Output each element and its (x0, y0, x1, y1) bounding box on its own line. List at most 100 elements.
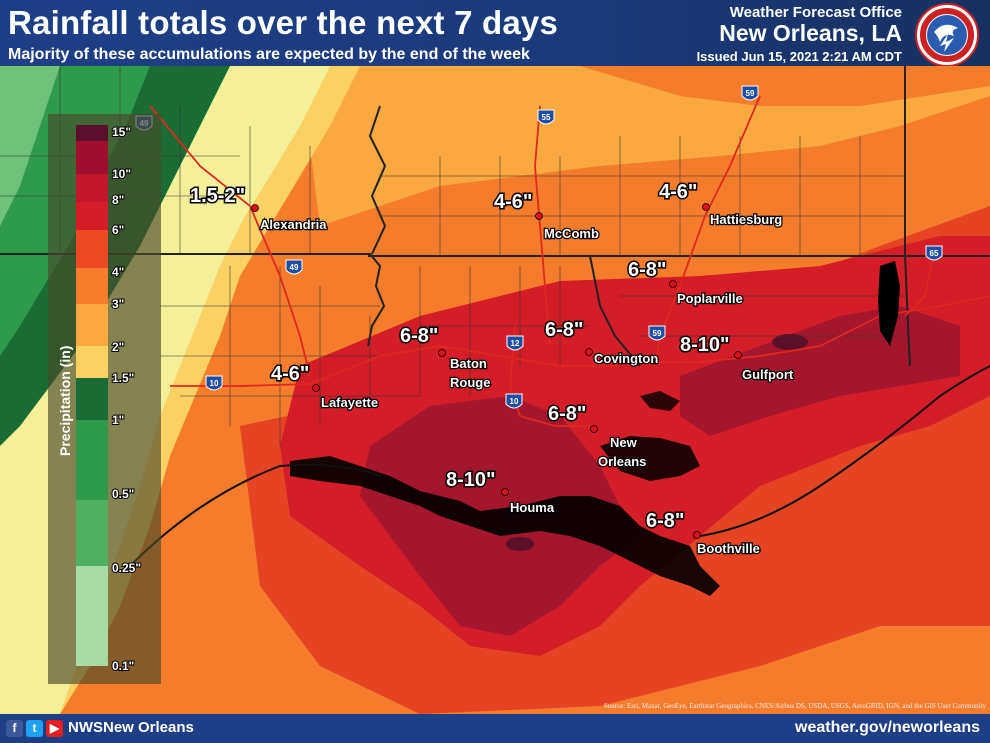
i49-south-shield: 49 (285, 259, 303, 275)
i65-shield: 65 (925, 245, 943, 261)
legend-tick: 10" (112, 167, 131, 181)
city-dot-boothville (693, 531, 701, 539)
legend-swatch-0-25 (76, 566, 108, 666)
interstate-lines (149, 95, 990, 427)
nws-logo-icon (915, 3, 979, 67)
city-label-hattiesburg: Hattiesburg (710, 212, 782, 227)
city-dot-hattiesburg (702, 203, 710, 211)
social-handle[interactable]: NWSNew Orleans (68, 719, 194, 736)
city-dot-baton-rouge (438, 349, 446, 357)
state-border-la-ar (0, 253, 386, 347)
coast-outline (129, 365, 990, 567)
footer-bar: f t ▶ NWSNew Orleans weather.gov/neworle… (0, 714, 990, 743)
facebook-icon[interactable]: f (6, 720, 23, 737)
band-15in (772, 334, 808, 350)
legend-swatch-7 (76, 202, 108, 230)
legend-swatch-15 (76, 125, 108, 141)
map-canvas: 49 55 59 65 49 12 59 10 10 Precipitatio (0, 66, 990, 714)
legend-swatch-4 (76, 268, 108, 304)
legend-tick: 0.5" (112, 487, 134, 501)
i12-shield: 12 (506, 335, 524, 351)
amount-label-poplarville: 6-8" (628, 259, 666, 281)
legend-tick: 8" (112, 193, 124, 207)
svg-text:59: 59 (746, 89, 755, 98)
legend-tick: 4" (112, 265, 124, 279)
legend-swatch-0-5 (76, 500, 108, 566)
legend-swatch-3 (76, 304, 108, 346)
city-dot-gulfport (734, 351, 742, 359)
amount-label-covington: 6-8" (545, 319, 583, 341)
legend-title: Precipitation (in) (57, 346, 73, 456)
legend-tick: 15" (112, 125, 131, 139)
city-label-poplarville: Poplarville (677, 291, 743, 306)
city-label-covington: Covington (594, 351, 658, 366)
city-dot-poplarville (669, 280, 677, 288)
city-label-lafayette: Lafayette (321, 395, 378, 410)
legend-swatch-2 (76, 346, 108, 378)
mississippi-river (368, 105, 387, 255)
i55-shield: 55 (537, 109, 555, 125)
svg-text:12: 12 (511, 339, 520, 348)
i10-west-shield: 10 (205, 375, 223, 391)
amount-label-gulfport: 8-10" (680, 334, 730, 356)
amount-label-hattiesburg: 4-6" (659, 181, 697, 203)
coastline-marsh (290, 261, 900, 596)
svg-text:59: 59 (653, 329, 662, 338)
legend: Precipitation (in) 15" 10" 8" 6" 4" 3" 2… (48, 114, 161, 684)
city-dot-new-orleans (590, 425, 598, 433)
legend-swatch-10 (76, 141, 108, 174)
amount-label-lafayette: 4-6" (271, 363, 309, 385)
svg-text:49: 49 (290, 263, 299, 272)
city-label-rouge: Rouge (450, 375, 490, 390)
svg-text:65: 65 (930, 249, 939, 258)
office-city: New Orleans, LA (719, 20, 902, 46)
city-label-new: New (610, 435, 638, 450)
city-dot-lafayette (312, 384, 320, 392)
website-link[interactable]: weather.gov/neworleans (795, 719, 980, 736)
i59-south-shield: 59 (648, 325, 666, 341)
page-subtitle: Majority of these accumulations are expe… (8, 46, 530, 63)
legend-swatch-1 (76, 420, 108, 500)
city-dots (251, 203, 742, 539)
city-label-alexandria: Alexandria (260, 217, 327, 232)
map-source-credit: Source: Esri, Maxar, GeoEye, Earthstar G… (603, 702, 986, 710)
pearl-river-border (589, 255, 641, 367)
amount-label-baton-rouge: 6-8" (400, 325, 438, 347)
youtube-icon[interactable]: ▶ (46, 720, 63, 737)
office-label: Weather Forecast Office (729, 4, 902, 21)
city-dot-mccomb (535, 212, 543, 220)
city-label-orleans: Orleans (598, 454, 646, 469)
band-0-25in (0, 66, 60, 226)
legend-tick: 1.5" (112, 371, 134, 385)
city-label-baton: Baton (450, 356, 487, 371)
city-dot-alexandria (251, 204, 259, 212)
i10-east-shield: 10 (505, 393, 523, 409)
band-15in-b (506, 537, 534, 551)
state-border-ms-al (904, 66, 911, 367)
page-title: Rainfall totals over the next 7 days (8, 4, 559, 41)
legend-tick: 0.25" (112, 561, 141, 575)
city-label-boothville: Boothville (697, 541, 760, 556)
social-icons: f t ▶ (6, 720, 63, 737)
band-4in-north (580, 66, 990, 106)
rainfall-map: 49 55 59 65 49 12 59 10 10 Precipitatio (0, 66, 990, 714)
amount-label-boothville: 6-8" (646, 510, 684, 532)
legend-tick: 0.1" (112, 659, 134, 673)
amount-label-mccomb: 4-6" (494, 191, 532, 213)
city-dot-covington (585, 348, 593, 356)
svg-text:10: 10 (210, 379, 219, 388)
legend-swatch-1-5 (76, 378, 108, 420)
header-bar: Rainfall totals over the next 7 days Maj… (0, 0, 990, 67)
city-dot-houma (501, 488, 509, 496)
legend-tick: 6" (112, 223, 124, 237)
legend-tick: 1" (112, 413, 124, 427)
city-label-mccomb: McComb (544, 226, 599, 241)
issued-time: Issued Jun 15, 2021 2:21 AM CDT (696, 49, 902, 64)
legend-swatch-6 (76, 230, 108, 268)
amount-label-alexandria: 1.5-2" (190, 185, 245, 207)
i59-north-shield: 59 (741, 85, 759, 101)
legend-tick: 2" (112, 340, 124, 354)
svg-text:10: 10 (510, 397, 519, 406)
twitter-icon[interactable]: t (26, 720, 43, 737)
legend-swatch-8 (76, 174, 108, 202)
